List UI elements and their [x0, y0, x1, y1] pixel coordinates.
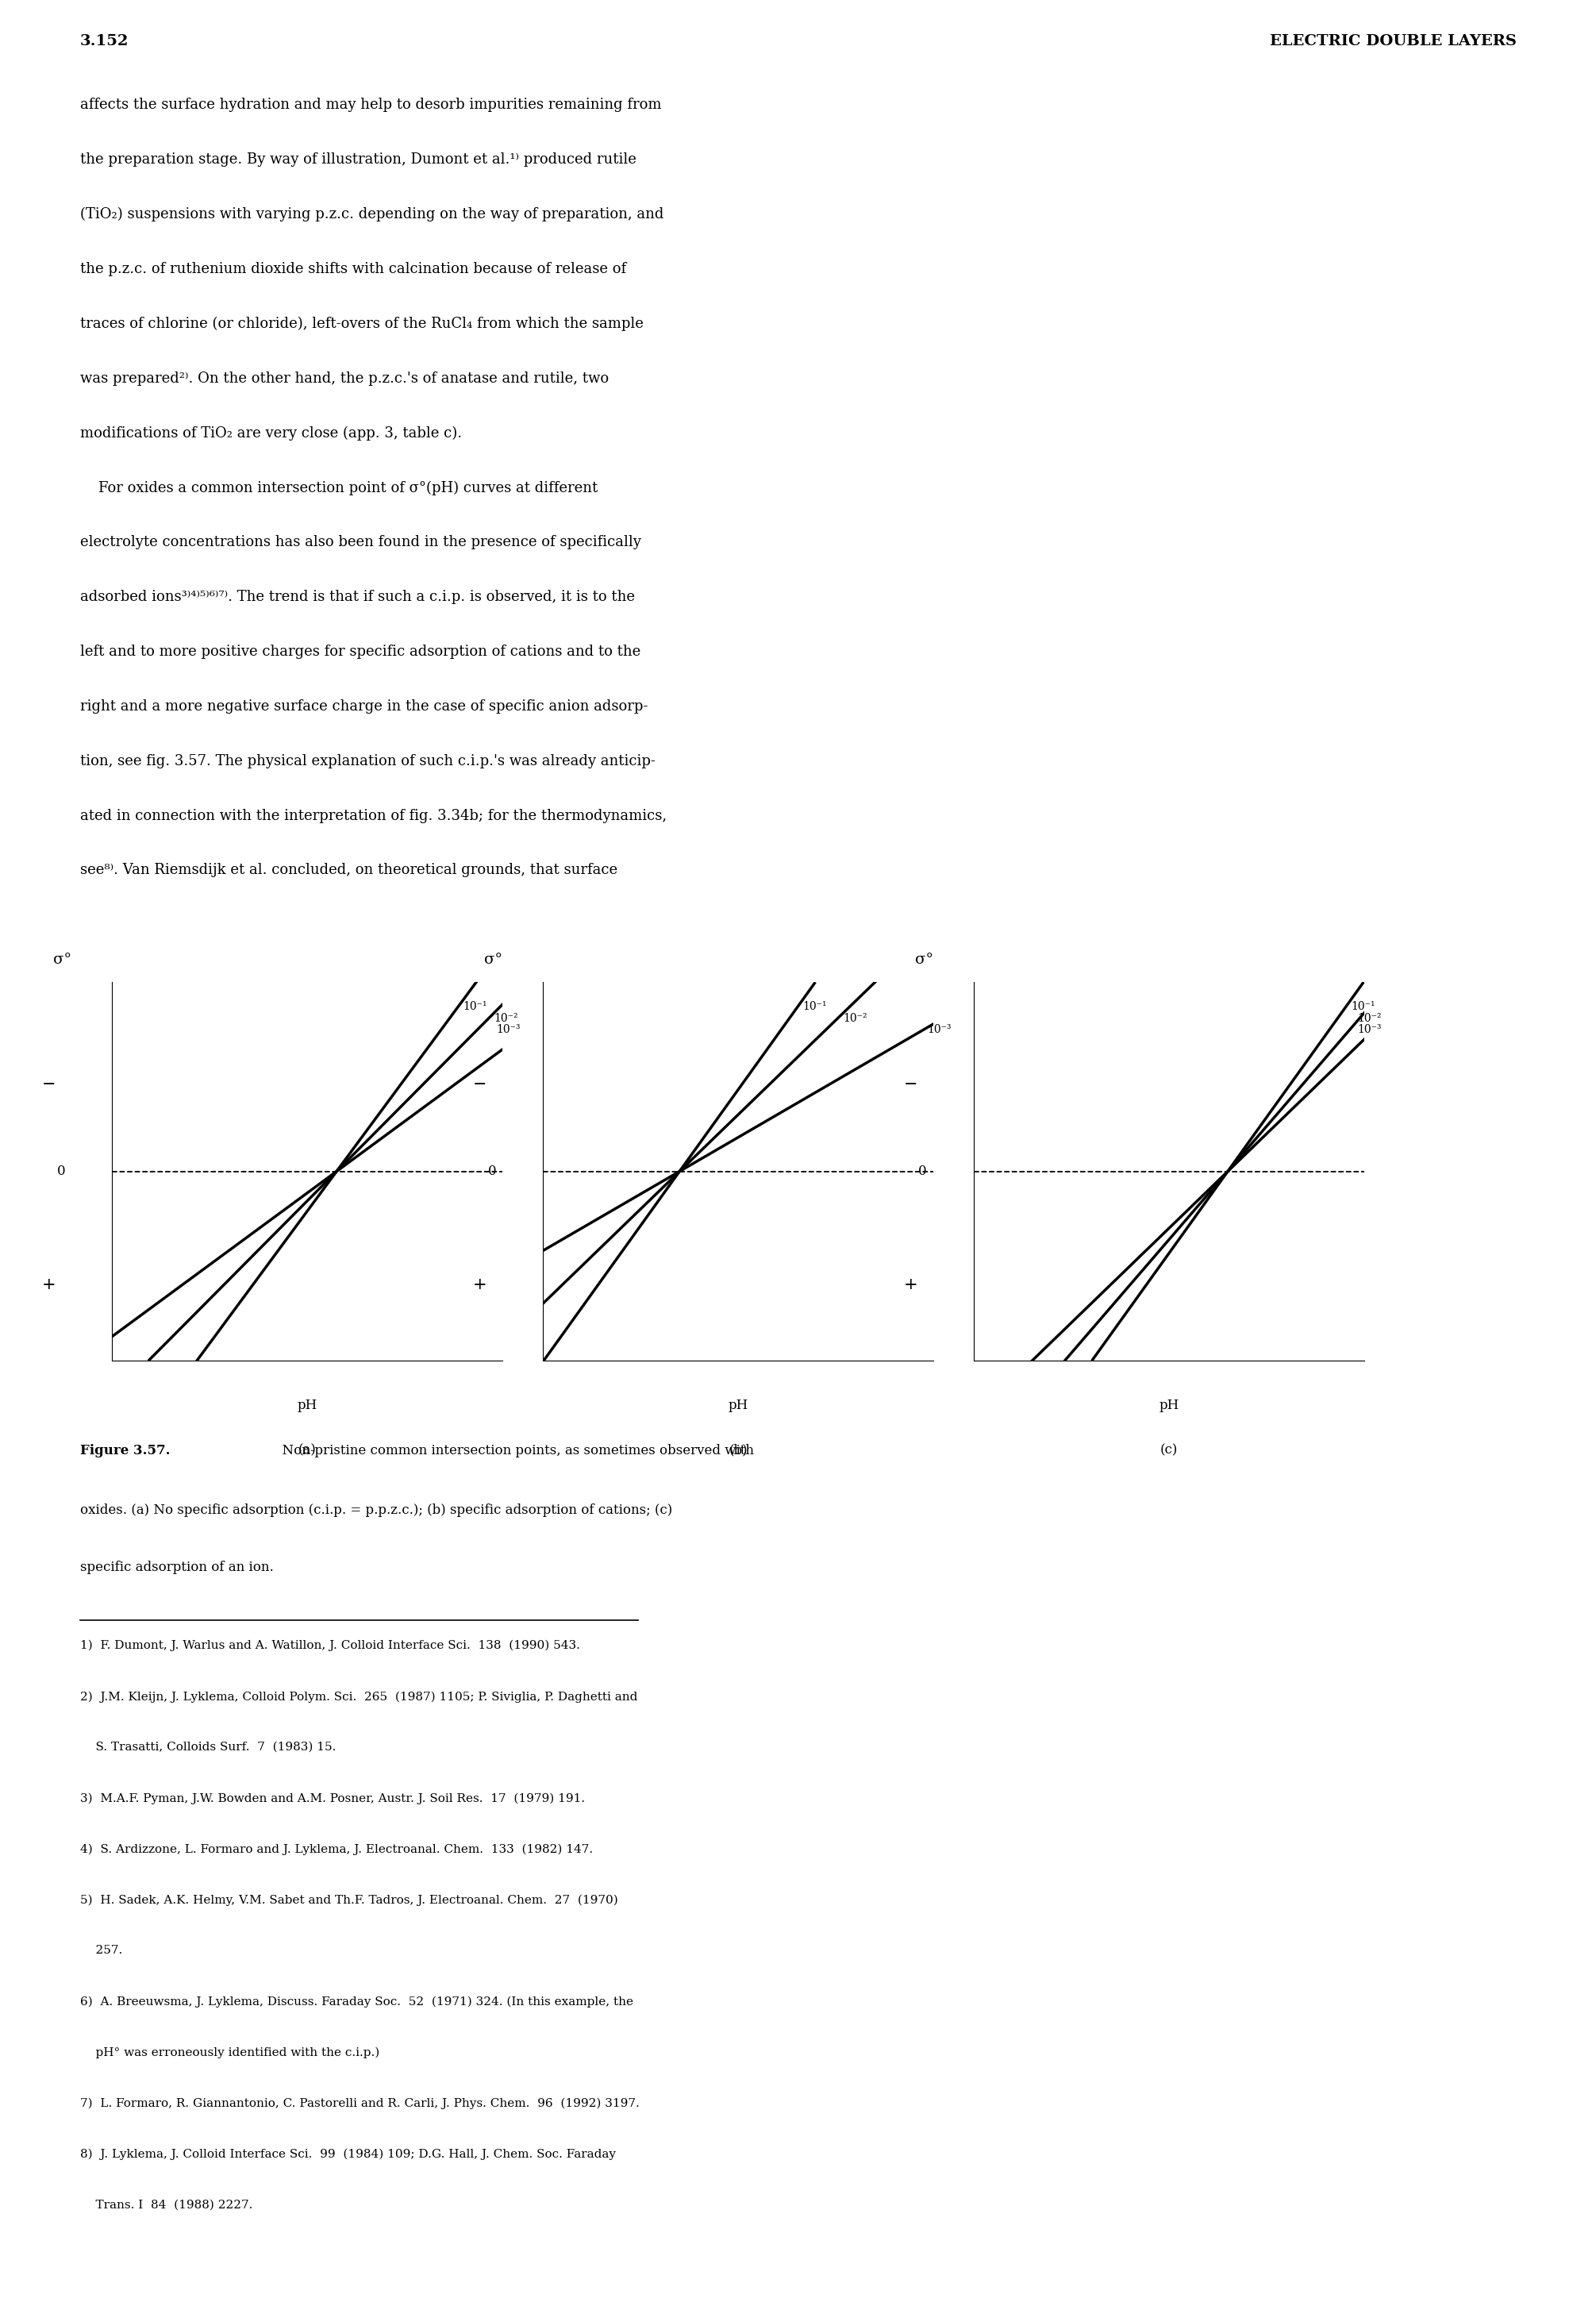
Text: −: −: [472, 1076, 487, 1093]
Text: 6)  A. Breeuwsma, J. Lyklema, Discuss. Faraday Soc.  52  (1971) 324. (In this ex: 6) A. Breeuwsma, J. Lyklema, Discuss. Fa…: [80, 1996, 634, 2007]
Text: 0: 0: [488, 1164, 496, 1178]
Text: ELECTRIC DOUBLE LAYERS: ELECTRIC DOUBLE LAYERS: [1269, 35, 1516, 49]
Text: pH: pH: [1159, 1398, 1179, 1411]
Text: Figure 3.57.: Figure 3.57.: [80, 1444, 169, 1458]
Text: pH: pH: [728, 1398, 749, 1411]
Text: For oxides a common intersection point of σ°(pH) curves at different: For oxides a common intersection point o…: [80, 480, 597, 494]
Text: pH: pH: [297, 1398, 318, 1411]
Text: (c): (c): [1160, 1444, 1178, 1458]
Text: specific adsorption of an ion.: specific adsorption of an ion.: [80, 1562, 273, 1575]
Text: (a): (a): [298, 1444, 316, 1458]
Text: 8)  J. Lyklema, J. Colloid Interface Sci.  99  (1984) 109; D.G. Hall, J. Chem. S: 8) J. Lyklema, J. Colloid Interface Sci.…: [80, 2148, 616, 2160]
Text: +: +: [472, 1277, 487, 1294]
Text: 257.: 257.: [80, 1945, 121, 1957]
Text: right and a more negative surface charge in the case of specific anion adsorp-: right and a more negative surface charge…: [80, 700, 648, 714]
Text: 10⁻²: 10⁻²: [493, 1012, 519, 1023]
Text: S. Trasatti, Colloids Surf.  7  (1983) 15.: S. Trasatti, Colloids Surf. 7 (1983) 15.: [80, 1742, 335, 1753]
Text: −: −: [903, 1076, 918, 1093]
Text: 10⁻¹: 10⁻¹: [1350, 1000, 1374, 1012]
Text: 0: 0: [57, 1164, 65, 1178]
Text: the p.z.c. of ruthenium dioxide shifts with calcination because of release of: the p.z.c. of ruthenium dioxide shifts w…: [80, 261, 626, 277]
Text: Non-pristine common intersection points, as sometimes observed with: Non-pristine common intersection points,…: [275, 1444, 753, 1458]
Text: (TiO₂) suspensions with varying p.z.c. depending on the way of preparation, and: (TiO₂) suspensions with varying p.z.c. d…: [80, 208, 664, 222]
Text: see⁸⁾. Van Riemsdijk et al. concluded, on theoretical grounds, that surface: see⁸⁾. Van Riemsdijk et al. concluded, o…: [80, 864, 618, 878]
Text: 10⁻²: 10⁻²: [1358, 1012, 1382, 1023]
Text: Trans. I  84  (1988) 2227.: Trans. I 84 (1988) 2227.: [80, 2199, 252, 2211]
Text: (b): (b): [729, 1444, 747, 1458]
Text: 10⁻³: 10⁻³: [496, 1023, 520, 1035]
Text: 3.152: 3.152: [80, 35, 129, 49]
Text: 1)  F. Dumont, J. Warlus and A. Watillon, J. Colloid Interface Sci.  138  (1990): 1) F. Dumont, J. Warlus and A. Watillon,…: [80, 1640, 579, 1652]
Text: 7)  L. Formaro, R. Giannantonio, C. Pastorelli and R. Carli, J. Phys. Chem.  96 : 7) L. Formaro, R. Giannantonio, C. Pasto…: [80, 2097, 638, 2109]
Text: 10⁻²: 10⁻²: [843, 1012, 867, 1023]
Text: modifications of TiO₂ are very close (app. 3, table c).: modifications of TiO₂ are very close (ap…: [80, 425, 461, 441]
Text: +: +: [41, 1277, 56, 1294]
Text: ated in connection with the interpretation of fig. 3.34b; for the thermodynamics: ated in connection with the interpretati…: [80, 808, 667, 822]
Text: 3)  M.A.F. Pyman, J.W. Bowden and A.M. Posner, Austr. J. Soil Res.  17  (1979) 1: 3) M.A.F. Pyman, J.W. Bowden and A.M. Po…: [80, 1793, 584, 1804]
Text: σ°: σ°: [484, 952, 503, 968]
Text: −: −: [41, 1076, 56, 1093]
Text: 10⁻¹: 10⁻¹: [803, 1000, 827, 1012]
Text: affects the surface hydration and may help to desorb impurities remaining from: affects the surface hydration and may he…: [80, 97, 661, 113]
Text: 10⁻³: 10⁻³: [927, 1023, 951, 1035]
Text: the preparation stage. By way of illustration, Dumont et al.¹⁾ produced rutile: the preparation stage. By way of illustr…: [80, 152, 637, 166]
Text: 10⁻³: 10⁻³: [1358, 1023, 1382, 1035]
Text: 5)  H. Sadek, A.K. Helmy, V.M. Sabet and Th.F. Tadros, J. Electroanal. Chem.  27: 5) H. Sadek, A.K. Helmy, V.M. Sabet and …: [80, 1894, 618, 1906]
Text: adsorbed ions³⁾⁴⁾⁵⁾⁶⁾⁷⁾. The trend is that if such a c.i.p. is observed, it is t: adsorbed ions³⁾⁴⁾⁵⁾⁶⁾⁷⁾. The trend is th…: [80, 589, 635, 605]
Text: +: +: [903, 1277, 918, 1294]
Text: traces of chlorine (or chloride), left-overs of the RuCl₄ from which the sample: traces of chlorine (or chloride), left-o…: [80, 316, 643, 330]
Text: tion, see fig. 3.57. The physical explanation of such c.i.p.'s was already antic: tion, see fig. 3.57. The physical explan…: [80, 753, 654, 769]
Text: σ°: σ°: [915, 952, 934, 968]
Text: was prepared²⁾. On the other hand, the p.z.c.'s of anatase and rutile, two: was prepared²⁾. On the other hand, the p…: [80, 372, 608, 386]
Text: left and to more positive charges for specific adsorption of cations and to the: left and to more positive charges for sp…: [80, 644, 640, 658]
Text: oxides. (a) No specific adsorption (c.i.p. = p.p.z.c.); (b) specific adsorption : oxides. (a) No specific adsorption (c.i.…: [80, 1504, 672, 1518]
Text: pH° was erroneously identified with the c.i.p.): pH° was erroneously identified with the …: [80, 2047, 380, 2058]
Text: 2)  J.M. Kleijn, J. Lyklema, Colloid Polym. Sci.  265  (1987) 1105; P. Siviglia,: 2) J.M. Kleijn, J. Lyklema, Colloid Poly…: [80, 1691, 637, 1702]
Text: electrolyte concentrations has also been found in the presence of specifically: electrolyte concentrations has also been…: [80, 536, 642, 550]
Text: 10⁻¹: 10⁻¹: [463, 1000, 487, 1012]
Text: 0: 0: [919, 1164, 927, 1178]
Text: 4)  S. Ardizzone, L. Formaro and J. Lyklema, J. Electroanal. Chem.  133  (1982) : 4) S. Ardizzone, L. Formaro and J. Lykle…: [80, 1843, 592, 1855]
Text: σ°: σ°: [53, 952, 72, 968]
